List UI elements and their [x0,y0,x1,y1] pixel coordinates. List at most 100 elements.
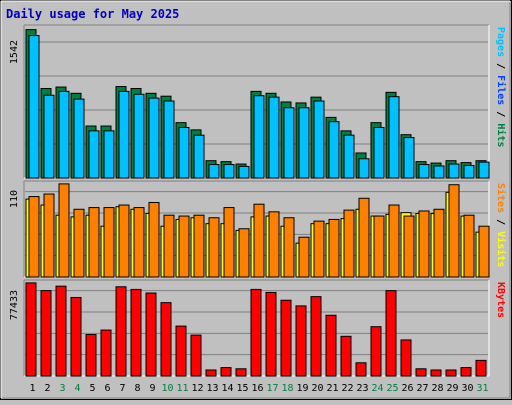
x-tick-label-day-28: 28 [431,383,443,394]
bar-sites-day-16 [253,203,265,278]
x-tick-label-day-25: 25 [386,383,398,394]
bar-sites-day-29 [448,184,460,278]
bar-kbytes-day-28 [430,369,442,377]
bar-kbytes-day-4 [70,296,82,377]
bar-sites-day-21 [328,218,340,278]
bar-pages-day-27 [418,164,430,179]
bar-sites-day-15 [238,228,250,278]
x-tick-label-day-6: 6 [104,383,110,394]
bar-pages-day-26 [403,137,415,179]
bar-sites-day-13 [208,217,220,278]
bar-kbytes-day-23 [355,362,367,377]
bar-sites-day-30 [463,214,475,278]
bar-sites-day-23 [358,197,370,278]
bar-pages-day-13 [208,164,220,179]
bar-pages-day-24 [373,126,385,179]
panel-top-legend-part: / [495,105,506,123]
bar-pages-day-14 [223,164,235,179]
bar-pages-day-28 [433,165,445,179]
x-tick-label-day-19: 19 [296,383,308,394]
bar-pages-day-3 [58,90,70,179]
bar-kbytes-day-27 [415,368,427,377]
bar-sites-day-2 [43,193,55,278]
bar-sites-day-6 [103,207,115,278]
x-tick-label-day-18: 18 [281,383,293,394]
bar-pages-day-15 [238,165,250,179]
bar-pages-day-23 [358,158,370,179]
bar-sites-day-24 [373,215,385,278]
bar-sites-day-9 [148,202,160,278]
bar-kbytes-day-17 [265,291,277,377]
bar-kbytes-day-19 [295,305,307,377]
bar-sites-day-10 [163,214,175,278]
x-tick-label-day-11: 11 [176,383,188,394]
bar-pages-day-25 [388,96,400,179]
bar-pages-day-20 [313,100,325,179]
x-tick-label-day-15: 15 [236,383,248,394]
panel-top-legend-part: Hits [495,123,507,147]
bar-kbytes-day-11 [175,325,187,377]
bar-kbytes-day-10 [160,302,172,377]
x-tick-label-day-1: 1 [29,383,35,394]
bar-kbytes-day-5 [85,334,97,377]
bar-sites-day-18 [283,217,295,278]
x-tick-label-day-3: 3 [59,383,65,394]
x-tick-label-day-10: 10 [161,383,173,394]
bar-kbytes-day-9 [145,292,157,377]
bar-sites-day-12 [193,214,205,278]
bar-kbytes-day-30 [460,367,472,377]
bar-kbytes-day-6 [100,329,112,377]
bar-sites-day-3 [58,183,70,278]
bar-sites-day-25 [388,204,400,278]
panel-top-legend-part: Files [495,75,507,105]
x-tick-label-day-8: 8 [134,383,140,394]
panel-top-legend-part: / [495,57,506,75]
bar-kbytes-day-16 [250,288,262,377]
bar-sites-day-8 [133,207,145,278]
bar-pages-day-4 [73,98,85,179]
panel-middle-legend: Sites / Visits [495,183,507,267]
bar-sites-day-26 [403,215,415,278]
x-tick-label-day-17: 17 [266,383,278,394]
bar-sites-day-1 [28,196,40,278]
panel-bottom-legend-part: KBytes [495,282,506,318]
bar-sites-day-27 [418,210,430,278]
bar-sites-day-28 [433,208,445,278]
x-tick-label-day-24: 24 [371,383,383,394]
bar-pages-day-30 [463,164,475,179]
panel-top-legend-part: Pages [495,27,506,57]
bar-kbytes-day-22 [340,335,352,377]
bar-pages-day-8 [133,93,145,179]
bar-kbytes-day-14 [220,367,232,377]
bar-sites-day-22 [343,209,355,278]
x-tick-label-day-29: 29 [446,383,458,394]
bar-sites-day-5 [88,207,100,278]
x-tick-label-day-7: 7 [119,383,125,394]
bar-kbytes-day-31 [475,359,487,377]
bar-kbytes-day-3 [55,285,67,377]
x-tick-label-day-12: 12 [191,383,203,394]
bar-kbytes-day-25 [385,290,397,377]
bar-pages-day-6 [103,130,115,179]
bar-pages-day-22 [343,134,355,179]
x-tick-label-day-21: 21 [326,383,338,394]
bar-kbytes-day-24 [370,326,382,377]
x-tick-label-day-30: 30 [461,383,473,394]
bar-kbytes-day-8 [130,288,142,377]
bar-kbytes-day-1 [25,282,37,377]
bar-kbytes-day-21 [325,314,337,377]
x-tick-label-day-14: 14 [221,383,233,394]
bar-pages-day-17 [268,96,280,179]
bar-kbytes-day-7 [115,286,127,377]
panel-top-ymax-label: 1542 [9,40,20,64]
bar-pages-day-29 [448,163,460,179]
x-tick-label-day-22: 22 [341,383,353,394]
panel-top-legend: Pages / Files / Hits [495,27,507,147]
bar-kbytes-day-15 [235,368,247,377]
bar-pages-day-16 [253,95,265,179]
bar-sites-day-31 [478,225,490,278]
bar-pages-day-7 [118,90,130,179]
bar-sites-day-20 [313,220,325,278]
x-tick-label-day-2: 2 [44,383,50,394]
x-tick-label-day-27: 27 [416,383,428,394]
